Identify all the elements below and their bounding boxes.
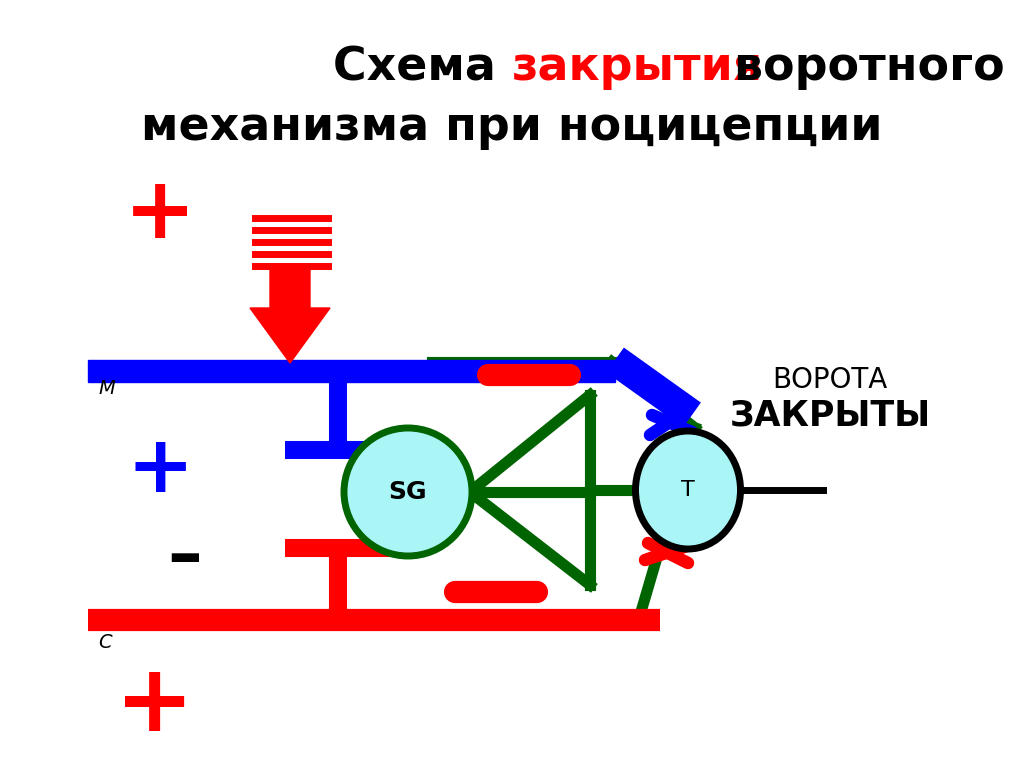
- Text: воротного: воротного: [718, 45, 1005, 91]
- Text: ЗАКРЫТЫ: ЗАКРЫТЫ: [729, 398, 931, 432]
- Text: механизма при ноцицепции: механизма при ноцицепции: [141, 106, 883, 150]
- FancyArrow shape: [250, 270, 330, 363]
- Bar: [88, 360, 615, 382]
- Text: Схема: Схема: [333, 45, 512, 91]
- Text: –: –: [168, 525, 203, 591]
- Text: SG: SG: [389, 480, 427, 504]
- Text: М: М: [98, 378, 115, 397]
- Text: +: +: [116, 659, 195, 751]
- Ellipse shape: [636, 431, 740, 549]
- Text: T: T: [681, 480, 695, 500]
- Text: +: +: [124, 173, 196, 256]
- Text: C: C: [98, 634, 112, 653]
- Text: +: +: [126, 431, 194, 509]
- Ellipse shape: [344, 428, 472, 556]
- Text: ВОРОТА: ВОРОТА: [772, 366, 888, 394]
- Text: закрытия: закрытия: [512, 45, 763, 91]
